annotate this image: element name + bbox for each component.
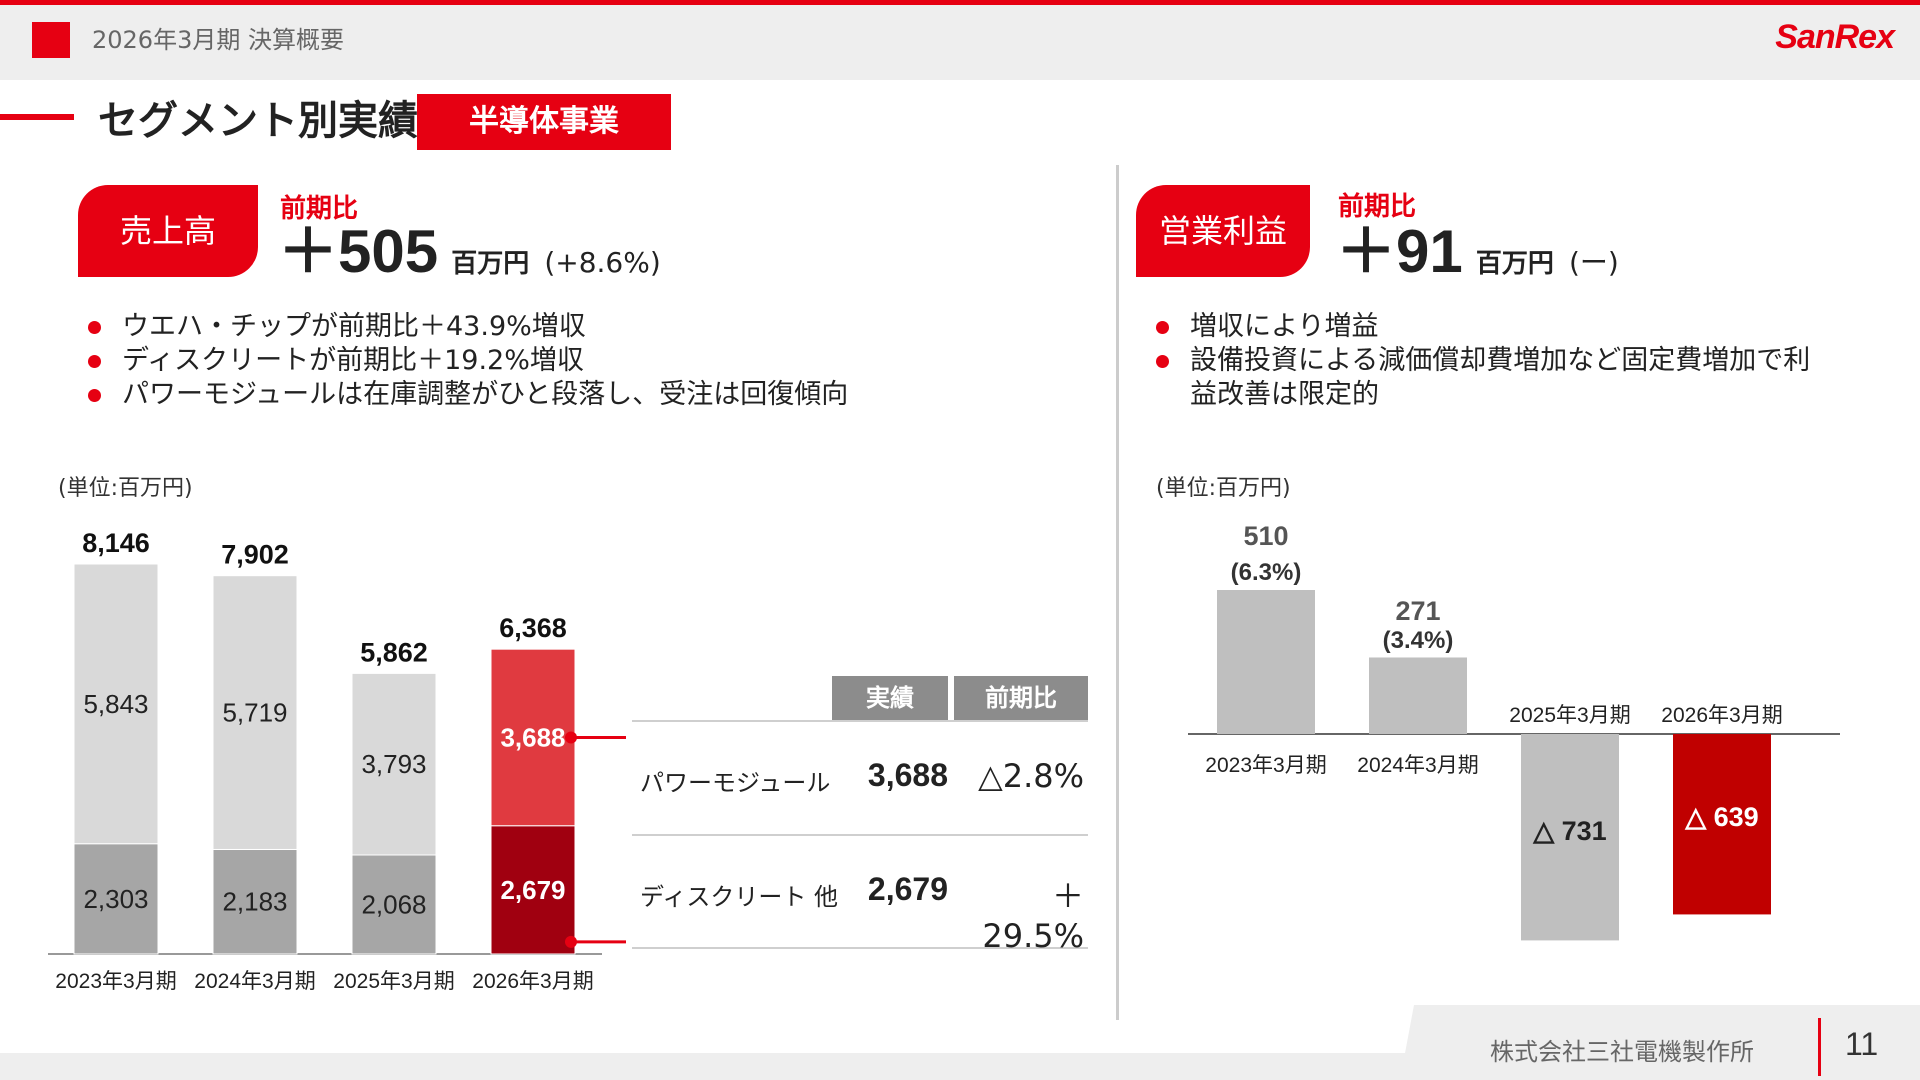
sales-segment-label: 2,679 [500, 875, 565, 905]
profit-bar [1673, 734, 1771, 915]
profit-change-value: ＋91 [1336, 218, 1463, 285]
table-row-value: 2,679 [867, 871, 948, 907]
table-header-yoy: 前期比 [954, 676, 1088, 720]
connector-power-module-dot [565, 731, 577, 744]
table-row-change: ＋29.5% [982, 877, 1084, 955]
table-row-change: △2.8% [978, 757, 1084, 795]
profit-value-label: 271 [1395, 596, 1440, 626]
sales-total-label: 6,368 [499, 613, 567, 643]
sales-segment-label: 3,688 [500, 722, 565, 752]
sales-bar-power-module [351, 672, 437, 856]
sales-bar-power-module [212, 575, 298, 850]
table-header-actual: 実績 [832, 676, 948, 720]
profit-unit-note: (単位:百万円) [1156, 476, 1291, 501]
profit-category-label: 2026年3月期 [1661, 704, 1782, 727]
profit-bar [1521, 734, 1619, 941]
sales-bar-discrete [73, 843, 159, 955]
profit-bullet: 設備投資による減価償却費増加など固定費増加で利益改善は限定的 [1150, 344, 1830, 412]
sales-category-label: 2024年3月期 [194, 970, 315, 993]
sales-change-unit: 百万円 [451, 249, 530, 279]
footer-panel [1400, 1005, 1920, 1080]
company-logo: SanRex [1775, 18, 1895, 56]
sales-change-pct: (+8.6%) [544, 246, 661, 279]
sales-bar-discrete [212, 848, 298, 955]
profit-margin-label: (3.4%) [1383, 627, 1454, 654]
profit-headline: ＋91 百万円 (ー) [1336, 222, 1619, 282]
table-rule [632, 720, 1088, 722]
connector-discrete-dot [565, 935, 577, 948]
sales-total-label: 8,146 [82, 528, 150, 558]
header-square-icon [32, 22, 70, 58]
profit-value-label: △ 639 [1684, 802, 1758, 832]
sales-bullet: ウエハ・チップが前期比＋43.9%増収 [82, 310, 1082, 344]
sales-bar-power-module [73, 563, 159, 845]
column-divider [1116, 165, 1119, 1020]
profit-bar [1217, 590, 1315, 734]
table-rule [632, 947, 1088, 949]
profit-margin-label: (6.3%) [1231, 559, 1302, 586]
sales-bar-discrete [351, 854, 437, 955]
top-accent-line [0, 0, 1920, 5]
sales-unit-note: (単位:百万円) [58, 476, 193, 501]
sales-change-value: ＋505 [278, 218, 439, 285]
profit-category-label: 2025年3月期 [1509, 704, 1630, 727]
table-row-value: 3,688 [867, 757, 948, 793]
table-row-name: パワーモジュール [640, 769, 831, 797]
sales-segment-label: 2,303 [83, 884, 148, 914]
sales-bar-discrete [490, 825, 576, 955]
sales-compare-label: 前期比 [280, 194, 359, 224]
sales-bullet-list: ウエハ・チップが前期比＋43.9%増収 ディスクリートが前期比＋19.2%増収 … [82, 310, 1082, 412]
sales-bullet: パワーモジュールは在庫調整がひと段落し、受注は回復傾向 [82, 378, 1082, 412]
sales-total-label: 7,902 [221, 540, 289, 570]
sales-category-label: 2025年3月期 [333, 970, 454, 993]
sales-segment-label: 2,068 [361, 889, 426, 919]
sales-tag: 売上高 [78, 185, 258, 277]
header-bar [0, 5, 1920, 80]
profit-bullet-list: 増収により増益 設備投資による減価償却費増加など固定費増加で利益改善は限定的 [1150, 310, 1830, 412]
profit-change-unit: 百万円 [1475, 249, 1554, 279]
section-title: セグメント別実績 [98, 98, 418, 144]
footer-separator [1818, 1018, 1821, 1076]
sales-headline: ＋505 百万円 (+8.6%) [278, 222, 661, 282]
sales-segment-label: 5,843 [83, 689, 148, 719]
profit-value-label: △ 731 [1532, 816, 1606, 846]
sales-bar-power-module [490, 648, 576, 827]
sales-category-label: 2023年3月期 [55, 970, 176, 993]
profit-bullet: 増収により増益 [1150, 310, 1830, 344]
profit-compare-label: 前期比 [1338, 192, 1417, 222]
sales-bullet: ディスクリートが前期比＋19.2%増収 [82, 344, 1082, 378]
profit-bar [1369, 657, 1467, 734]
profit-category-label: 2023年3月期 [1205, 754, 1326, 777]
sales-segment-label: 3,793 [361, 749, 426, 779]
sales-segment-label: 5,719 [222, 698, 287, 728]
section-accent-line [0, 114, 74, 120]
sales-category-label: 2026年3月期 [472, 970, 593, 993]
header-title: 2026年3月期 決算概要 [92, 26, 344, 54]
profit-value-label: 510 [1243, 521, 1288, 551]
sales-segment-label: 2,183 [222, 887, 287, 917]
profit-change-pct: (ー) [1568, 246, 1619, 279]
table-rule [632, 834, 1088, 836]
table-row-name: ディスクリート 他 [640, 883, 838, 911]
profit-category-label: 2024年3月期 [1357, 754, 1478, 777]
profit-tag: 営業利益 [1136, 185, 1310, 277]
section-badge: 半導体事業 [417, 94, 671, 150]
page-number: 11 [1845, 1026, 1879, 1062]
footer-company-name: 株式会社三社電機製作所 [1490, 1038, 1754, 1066]
sales-total-label: 5,862 [360, 637, 428, 667]
